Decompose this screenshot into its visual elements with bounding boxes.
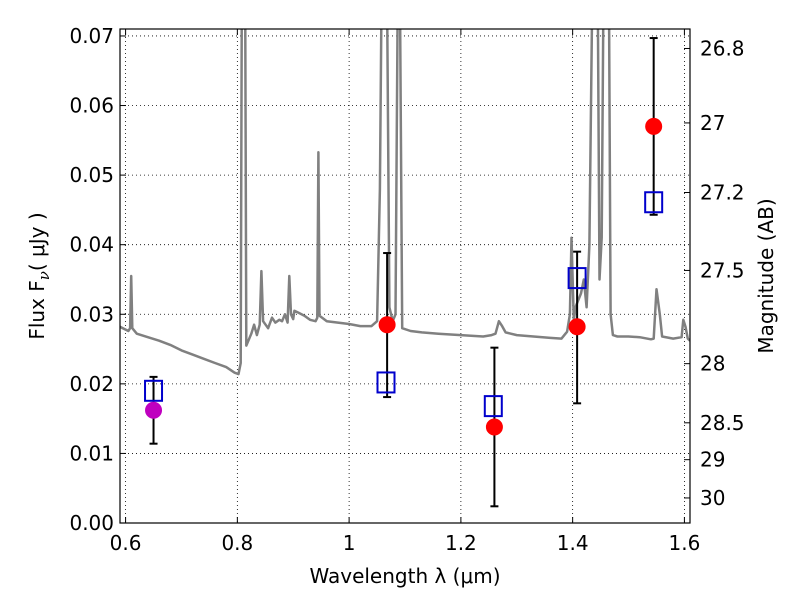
y-axis-label-group: Flux Fν( μJy ) bbox=[25, 212, 53, 339]
y-axis-label: Flux Fν( μJy ) bbox=[25, 212, 53, 339]
error-bars bbox=[149, 37, 658, 508]
grid bbox=[120, 29, 690, 524]
model-point-marker bbox=[483, 395, 503, 418]
x-tick-label: 1.2 bbox=[445, 531, 477, 555]
y2-tick-label: 28.5 bbox=[700, 411, 745, 435]
observed-point-marker bbox=[645, 117, 663, 135]
y-axis-label-subscript: ν bbox=[35, 271, 53, 280]
x-tick-label: 1.4 bbox=[557, 531, 589, 555]
observed-point-marker bbox=[378, 316, 396, 334]
y-tick-label: 0.01 bbox=[69, 441, 114, 465]
y-tick-label: 0.05 bbox=[69, 163, 114, 187]
y2-tick-label: 27.5 bbox=[700, 258, 745, 282]
y2-axis-label: Magnitude (AB) bbox=[754, 198, 778, 353]
y-axis-label-unit: ( μJy ) bbox=[25, 212, 49, 271]
y-tick-label: 0.00 bbox=[69, 511, 114, 535]
x-tick-label: 1 bbox=[343, 531, 356, 555]
x-tick-label: 0.6 bbox=[110, 531, 142, 555]
y-axis-ticks: 0.00 0.01 0.02 0.03 0.04 0.05 0.06 0.07 bbox=[69, 24, 126, 535]
model-point-marker bbox=[144, 379, 164, 402]
y-tick-label: 0.04 bbox=[69, 233, 114, 257]
y2-tick-label: 27 bbox=[700, 111, 725, 135]
model-point-marker bbox=[567, 267, 587, 290]
y-axis-label-text: Flux F bbox=[25, 280, 49, 339]
y-tick-label: 0.02 bbox=[69, 372, 114, 396]
observed-points bbox=[145, 117, 663, 436]
y2-tick-label: 26.8 bbox=[700, 36, 745, 60]
y-tick-label: 0.06 bbox=[69, 94, 114, 118]
spectrum-line bbox=[120, 29, 690, 376]
x-axis-ticks: 0.6 0.8 1 1.2 1.4 1.6 bbox=[110, 29, 701, 555]
observed-point-marker bbox=[485, 418, 503, 436]
plot-frame bbox=[119, 28, 691, 524]
model-point-marker bbox=[376, 371, 396, 394]
y2-tick-label: 27.2 bbox=[700, 181, 745, 205]
y-tick-label: 0.03 bbox=[69, 302, 114, 326]
model-spectrum bbox=[120, 29, 690, 376]
y2-tick-label: 29 bbox=[700, 448, 725, 472]
x-axis-label: Wavelength λ (μm) bbox=[309, 564, 500, 588]
y2-tick-label: 28 bbox=[700, 352, 725, 376]
model-point-marker bbox=[644, 191, 664, 214]
x-tick-label: 1.6 bbox=[669, 531, 701, 555]
observed-point-marker bbox=[568, 318, 586, 336]
observed-point-marker bbox=[145, 401, 163, 419]
model-points bbox=[144, 191, 664, 418]
x-tick-label: 0.8 bbox=[221, 531, 253, 555]
y2-tick-label: 30 bbox=[700, 486, 725, 510]
y2-axis-ticks: 26.8 27 27.2 27.5 28 28.5 29 30 bbox=[684, 36, 745, 510]
y-tick-label: 0.07 bbox=[69, 24, 114, 48]
